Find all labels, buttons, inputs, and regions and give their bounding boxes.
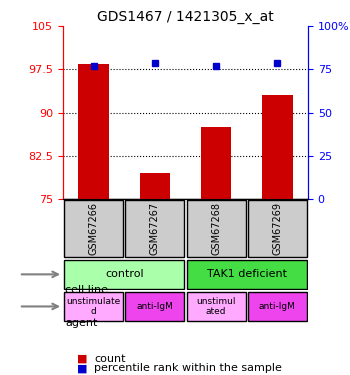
Text: anti-IgM: anti-IgM [259,302,296,311]
Text: ■: ■ [77,363,88,373]
Text: cell line: cell line [65,285,108,296]
Text: unstimul
ated: unstimul ated [196,297,236,316]
FancyBboxPatch shape [187,292,245,321]
Text: TAK1 deficient: TAK1 deficient [207,269,287,279]
Text: count: count [94,354,126,364]
FancyBboxPatch shape [187,200,245,257]
Text: ■: ■ [77,354,88,364]
FancyBboxPatch shape [64,200,123,257]
FancyBboxPatch shape [248,200,307,257]
Text: GSM67268: GSM67268 [211,202,221,255]
Text: GSM67267: GSM67267 [150,202,160,255]
Text: percentile rank within the sample: percentile rank within the sample [94,363,282,373]
Bar [78,64,109,199]
FancyBboxPatch shape [64,260,184,289]
Text: GSM67266: GSM67266 [89,202,99,255]
Text: anti-IgM: anti-IgM [136,302,173,311]
Title: GDS1467 / 1421305_x_at: GDS1467 / 1421305_x_at [97,10,274,24]
Bar [262,95,293,199]
Bar [201,127,231,199]
FancyBboxPatch shape [248,292,307,321]
FancyBboxPatch shape [187,260,307,289]
FancyBboxPatch shape [64,292,123,321]
Bar [140,173,170,199]
FancyBboxPatch shape [125,292,184,321]
FancyBboxPatch shape [125,200,184,257]
Text: GSM67269: GSM67269 [272,202,282,255]
Text: unstimulate
d: unstimulate d [66,297,121,316]
Text: agent: agent [65,318,98,327]
Text: control: control [105,269,144,279]
